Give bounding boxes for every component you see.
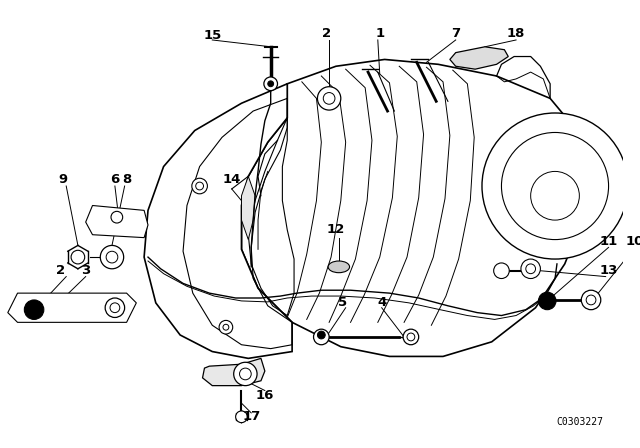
Circle shape (71, 250, 84, 264)
Circle shape (502, 133, 609, 240)
Circle shape (531, 172, 579, 220)
Circle shape (403, 329, 419, 345)
Circle shape (234, 362, 257, 386)
Polygon shape (144, 84, 292, 358)
Circle shape (482, 113, 628, 259)
Text: 7: 7 (451, 26, 460, 40)
Circle shape (223, 324, 229, 330)
Circle shape (24, 300, 44, 319)
Ellipse shape (328, 261, 349, 273)
Text: 2: 2 (56, 264, 65, 277)
Text: 3: 3 (81, 264, 90, 277)
Circle shape (192, 178, 207, 194)
Circle shape (110, 303, 120, 313)
Text: 14: 14 (223, 173, 241, 186)
Circle shape (317, 87, 340, 110)
Circle shape (236, 411, 247, 422)
Text: 5: 5 (338, 297, 348, 310)
Text: 11: 11 (600, 235, 618, 248)
Circle shape (219, 320, 233, 334)
Circle shape (314, 329, 329, 345)
Circle shape (521, 259, 540, 279)
Text: 15: 15 (203, 29, 221, 42)
Circle shape (268, 81, 274, 87)
Circle shape (264, 77, 278, 90)
Text: C0303227: C0303227 (557, 417, 604, 426)
Text: 2: 2 (322, 26, 331, 40)
Text: 10: 10 (626, 235, 640, 248)
Circle shape (538, 292, 556, 310)
Text: 13: 13 (600, 264, 618, 277)
Circle shape (106, 251, 118, 263)
Circle shape (239, 368, 252, 380)
Polygon shape (8, 293, 136, 323)
Circle shape (526, 264, 536, 274)
Text: 6: 6 (110, 173, 120, 186)
Polygon shape (450, 47, 508, 69)
Text: 8: 8 (122, 173, 131, 186)
Polygon shape (241, 177, 255, 240)
Text: 16: 16 (255, 389, 274, 402)
Circle shape (581, 290, 601, 310)
Text: 12: 12 (327, 224, 345, 237)
Circle shape (196, 182, 204, 190)
Text: 17: 17 (242, 410, 260, 423)
Circle shape (586, 295, 596, 305)
Circle shape (105, 298, 125, 318)
Text: 18: 18 (507, 26, 525, 40)
Circle shape (493, 263, 509, 279)
Circle shape (317, 331, 325, 339)
Polygon shape (202, 358, 265, 386)
Polygon shape (241, 60, 589, 357)
Polygon shape (86, 206, 148, 237)
Circle shape (100, 246, 124, 269)
Circle shape (111, 211, 123, 223)
Text: 4: 4 (377, 297, 387, 310)
Text: 9: 9 (59, 173, 68, 186)
Circle shape (407, 333, 415, 341)
Circle shape (323, 93, 335, 104)
Text: 1: 1 (375, 26, 384, 40)
